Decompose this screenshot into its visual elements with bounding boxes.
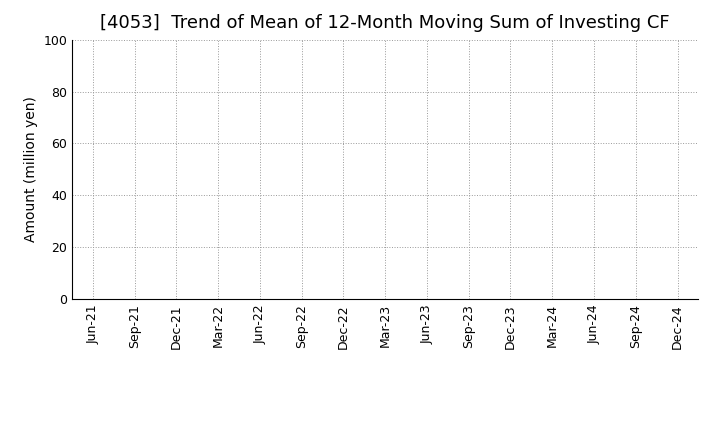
Title: [4053]  Trend of Mean of 12-Month Moving Sum of Investing CF: [4053] Trend of Mean of 12-Month Moving … [100,15,670,33]
Y-axis label: Amount (million yen): Amount (million yen) [24,96,37,242]
